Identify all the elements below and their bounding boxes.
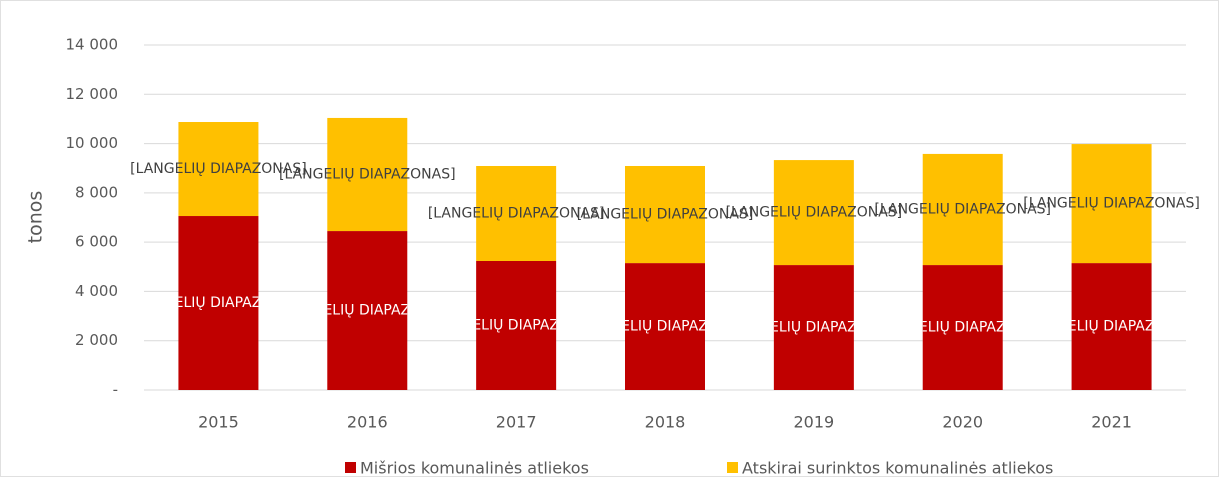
y-tick-label: 12 000 bbox=[66, 85, 119, 103]
y-tick-label: 10 000 bbox=[66, 134, 119, 152]
y-tick-label: 6 000 bbox=[75, 233, 118, 251]
bar-segment bbox=[476, 260, 557, 390]
legend-label: Atskirai surinktos komunalinės atliekos bbox=[742, 459, 1053, 477]
y-tick-label: 8 000 bbox=[75, 183, 118, 201]
bar-segment bbox=[476, 165, 557, 261]
y-tick-label: 14 000 bbox=[66, 36, 119, 54]
data-label: [LANGELIŲ DIAPAZONAS] bbox=[279, 303, 456, 319]
y-axis-label: tonos bbox=[25, 191, 47, 244]
bar-segment bbox=[773, 265, 854, 390]
bar-segment bbox=[1071, 144, 1152, 264]
data-label: [LANGELIŲ DIAPAZONAS] bbox=[428, 317, 605, 333]
data-label: [LANGELIŲ DIAPAZONAS] bbox=[130, 161, 307, 177]
x-tick-label: 2019 bbox=[793, 413, 834, 432]
legend-swatch bbox=[727, 462, 738, 473]
bar-segment bbox=[625, 165, 705, 264]
data-label: [LANGELIŲ DIAPAZONAS] bbox=[279, 166, 456, 182]
x-tick-label: 2018 bbox=[645, 413, 686, 432]
bar-segment bbox=[178, 122, 259, 217]
y-tick-label: 2 000 bbox=[75, 331, 118, 349]
bar-segment bbox=[625, 263, 705, 390]
x-tick-label: 2015 bbox=[198, 413, 239, 432]
data-label: [LANGELIŲ DIAPAZONAS] bbox=[1023, 319, 1200, 335]
bar-segment bbox=[922, 265, 1003, 390]
x-tick-label: 2016 bbox=[347, 413, 388, 432]
data-label: [LANGELIŲ DIAPAZONAS] bbox=[577, 319, 754, 335]
bar-segment bbox=[922, 153, 1003, 266]
data-label: [LANGELIŲ DIAPAZONAS] bbox=[726, 320, 903, 336]
x-tick-label: 2021 bbox=[1091, 413, 1132, 432]
data-label: [LANGELIŲ DIAPAZONAS] bbox=[577, 207, 754, 223]
data-label: [LANGELIŲ DIAPAZONAS] bbox=[874, 320, 1051, 336]
y-tick-label: 4 000 bbox=[75, 282, 118, 300]
bar-segment bbox=[327, 231, 408, 390]
bar-segment bbox=[1071, 263, 1152, 390]
bar-segment bbox=[178, 216, 259, 390]
legend-swatch bbox=[345, 462, 356, 473]
data-label: [LANGELIŲ DIAPAZONAS] bbox=[130, 295, 307, 311]
x-tick-label: 2020 bbox=[942, 413, 983, 432]
data-label: [LANGELIŲ DIAPAZONAS] bbox=[428, 205, 605, 221]
data-label: [LANGELIŲ DIAPAZONAS] bbox=[1023, 196, 1200, 212]
bar-segment bbox=[773, 160, 854, 266]
bar-segment bbox=[327, 117, 408, 232]
data-label: [LANGELIŲ DIAPAZONAS] bbox=[726, 205, 903, 221]
y-tick-label: - bbox=[113, 381, 118, 399]
x-tick-label: 2017 bbox=[496, 413, 537, 432]
data-label: [LANGELIŲ DIAPAZONAS] bbox=[874, 201, 1051, 217]
legend-label: Mišrios komunalinės atliekos bbox=[360, 459, 589, 477]
